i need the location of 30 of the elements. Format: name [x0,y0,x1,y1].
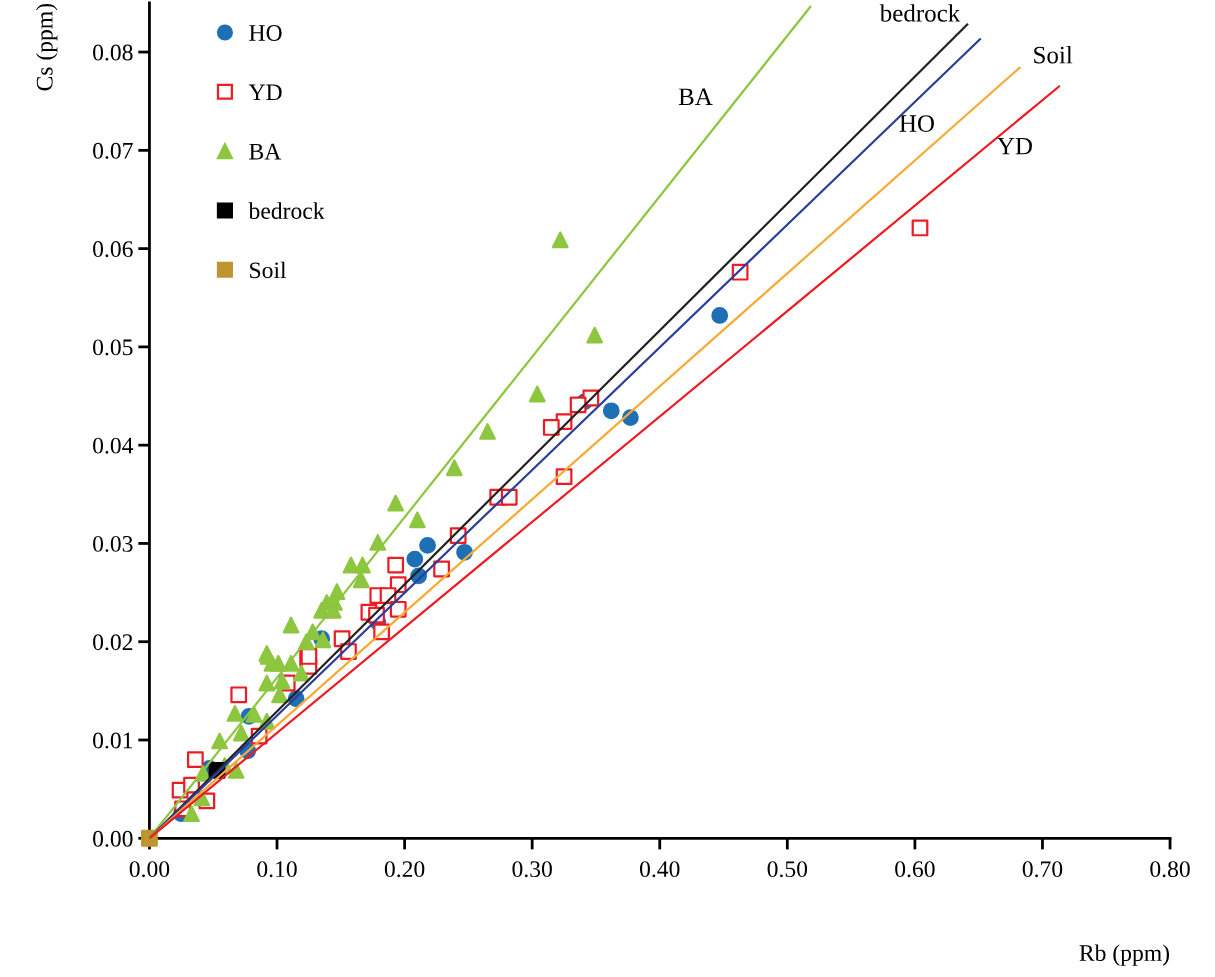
legend-label: bedrock [248,202,325,219]
legend-label: HO [249,25,282,41]
y-tick-label: 0.03 [93,535,133,552]
y-tick-label: 0.01 [93,732,133,749]
x-tick-label: 0.30 [512,861,552,878]
annotation: BA [678,88,713,106]
y-tick-label: 0.02 [93,634,133,651]
y-axis-title: Cs (ppm) [36,3,58,91]
x-tick-label: 0.70 [1022,861,1063,878]
legend-label: BA [249,143,282,160]
y-tick-label: 0.00 [93,830,133,847]
y-tick-label: 0.05 [93,339,133,356]
x-tick-label: 0.40 [639,861,680,878]
x-tick-label: 0.80 [1150,861,1190,878]
annotation: YD [997,137,1032,155]
y-tick-label: 0.06 [93,241,133,258]
x-tick-label: 0.20 [384,861,425,878]
y-tick-label: 0.07 [93,142,133,159]
x-axis-title: Rb (ppm) [1079,944,1170,966]
y-tick-label: 0.08 [93,44,133,61]
annotation: HO [899,115,934,132]
annotation: bedrock [879,4,961,22]
legend-label: YD [248,84,282,101]
x-tick-label: 0.00 [129,861,170,878]
x-tick-label: 0.60 [895,861,935,878]
legend-label: Soil [250,261,287,279]
x-tick-label: 0.50 [767,861,808,878]
annotation: Soil [1034,45,1073,64]
y-tick-label: 0.04 [93,437,134,454]
x-tick-label: 0.10 [257,861,297,878]
